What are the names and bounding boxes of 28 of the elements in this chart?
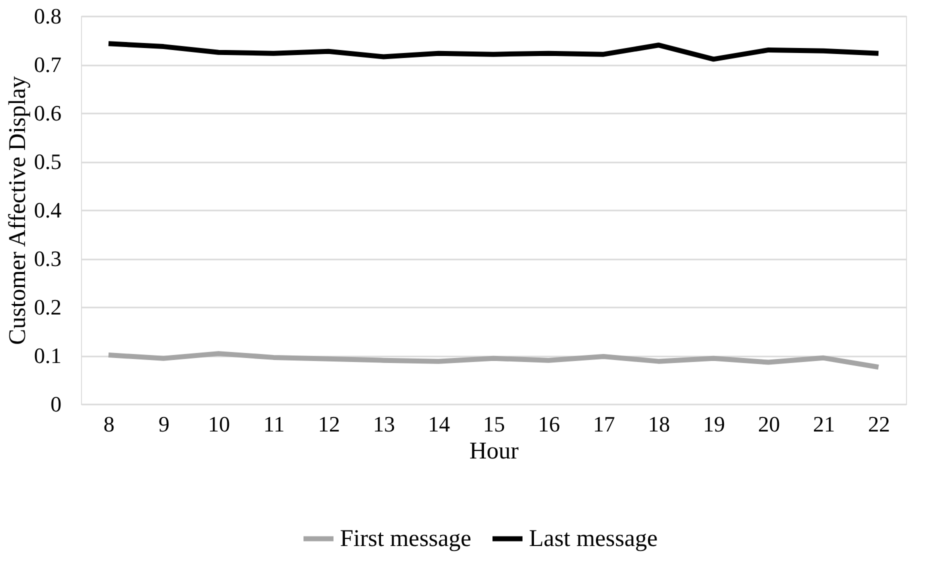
y-tick-label: 0.2	[34, 294, 62, 320]
y-tick-label: 0.8	[34, 4, 62, 28]
x-tick-label: 8	[104, 412, 114, 436]
y-tick-label: 0.6	[34, 100, 62, 126]
y-tick-label: 0.4	[34, 198, 62, 222]
x-tick-label: 17	[593, 412, 615, 436]
x-tick-label: 18	[648, 412, 670, 436]
x-axis-title: Hour	[469, 438, 519, 464]
legend-label: First message	[340, 526, 472, 552]
x-tick-label: 22	[868, 412, 890, 436]
x-tick-label: 16	[538, 412, 560, 436]
y-tick-label: 0.7	[34, 52, 62, 77]
y-axis-title: Customer Affective Display	[5, 76, 31, 345]
x-tick-label: 10	[208, 412, 230, 436]
x-tick-label: 15	[483, 412, 505, 436]
y-tick-label: 0.5	[34, 149, 62, 174]
y-tick-label: 0.1	[34, 343, 62, 368]
legend-label: Last message	[529, 526, 658, 552]
x-tick-label: 19	[703, 412, 725, 436]
y-tick-label: 0.3	[34, 246, 62, 271]
x-tick-label: 11	[263, 412, 285, 436]
x-tick-label: 12	[318, 412, 340, 436]
x-tick-label: 14	[428, 412, 450, 436]
y-tick-label: 0	[50, 392, 62, 416]
x-tick-label: 20	[758, 412, 780, 436]
x-tick-label: 9	[158, 412, 170, 436]
x-tick-label: 21	[813, 412, 835, 436]
x-tick-label: 13	[373, 412, 395, 436]
